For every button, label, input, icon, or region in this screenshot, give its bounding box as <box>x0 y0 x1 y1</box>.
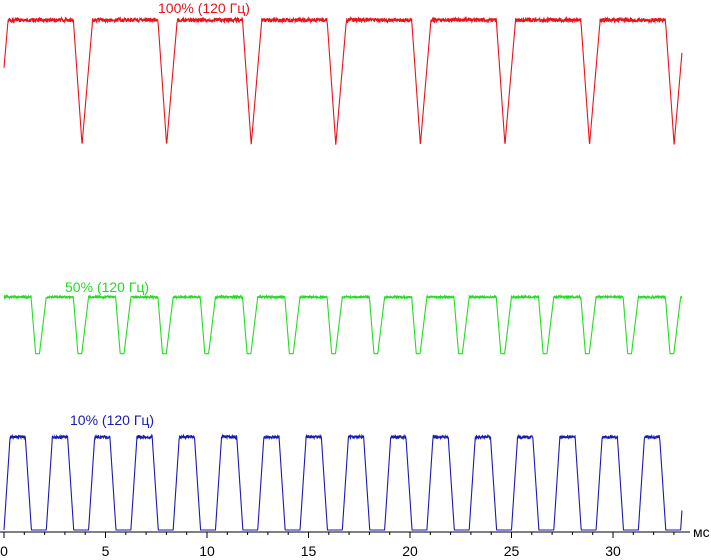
series-line-1 <box>3 15 683 145</box>
series-line-2 <box>3 293 683 355</box>
series-label-2: 50% (120 Гц) <box>65 279 149 295</box>
x-tick-label: 20 <box>402 543 418 559</box>
x-tick-label: 5 <box>102 543 110 559</box>
x-tick-label: 15 <box>301 543 317 559</box>
x-tick-label: 25 <box>504 543 520 559</box>
series-line-3 <box>3 433 683 531</box>
series-label-layer: 100% (120 Гц) 50% (120 Гц) 10% (120 Гц) <box>65 0 250 428</box>
series-layer <box>3 15 683 531</box>
x-tick-label: 10 <box>199 543 215 559</box>
x-axis: 0 5 10 15 20 25 30 мс <box>0 524 710 559</box>
series-label-1: 100% (120 Гц) <box>158 0 250 16</box>
x-tick-label: 30 <box>605 543 621 559</box>
series-label-3: 10% (120 Гц) <box>70 412 154 428</box>
x-tick-label: 0 <box>0 543 8 559</box>
x-axis-label: мс <box>693 524 710 540</box>
